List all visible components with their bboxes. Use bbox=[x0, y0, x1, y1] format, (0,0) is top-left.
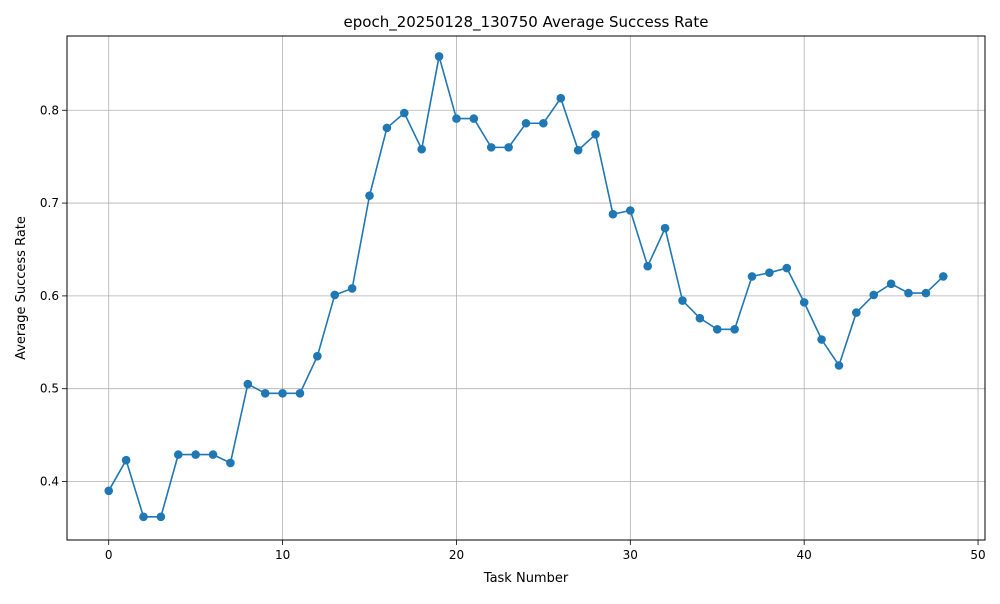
x-tick-label: 20 bbox=[449, 548, 464, 562]
data-point bbox=[765, 268, 774, 277]
data-point bbox=[243, 379, 253, 389]
y-tick-label: 0.4 bbox=[40, 475, 59, 489]
x-tick-label: 30 bbox=[623, 548, 638, 562]
data-series bbox=[104, 52, 948, 522]
data-point bbox=[208, 450, 218, 459]
data-point bbox=[434, 52, 444, 61]
y-tick-label: 0.6 bbox=[40, 289, 59, 303]
data-point bbox=[347, 284, 357, 293]
data-point bbox=[852, 308, 861, 317]
x-tick-label: 0 bbox=[105, 548, 113, 562]
data-point bbox=[834, 361, 844, 370]
data-point bbox=[486, 143, 496, 152]
chart-title: epoch_20250128_130750 Average Success Ra… bbox=[344, 13, 709, 32]
data-point bbox=[539, 118, 548, 128]
data-point bbox=[417, 144, 426, 154]
data-point bbox=[608, 209, 618, 219]
data-point bbox=[191, 450, 200, 459]
data-point bbox=[730, 325, 739, 334]
data-point bbox=[104, 486, 114, 496]
data-point bbox=[399, 108, 409, 118]
data-point bbox=[817, 335, 826, 344]
data-point bbox=[573, 145, 583, 155]
y-tick-label: 0.8 bbox=[40, 103, 59, 117]
data-point bbox=[921, 288, 931, 298]
data-point bbox=[260, 389, 270, 398]
data-point bbox=[660, 223, 670, 233]
data-point bbox=[295, 389, 305, 398]
data-point bbox=[904, 288, 913, 298]
data-point bbox=[869, 290, 879, 300]
x-tick-label: 10 bbox=[275, 548, 290, 562]
data-point bbox=[886, 279, 896, 289]
data-point bbox=[591, 130, 600, 139]
data-point bbox=[938, 272, 948, 281]
data-point bbox=[452, 114, 461, 123]
data-point bbox=[712, 325, 722, 334]
data-point bbox=[313, 351, 322, 361]
data-point bbox=[521, 118, 531, 128]
data-point bbox=[799, 298, 809, 307]
x-axis-label: Task Number bbox=[483, 571, 569, 586]
data-point bbox=[173, 450, 183, 459]
data-point bbox=[695, 313, 705, 323]
data-point bbox=[382, 123, 392, 133]
y-tick-label: 0.7 bbox=[40, 196, 59, 210]
axis-ticks: 0 10 20 30 40 50 0.4 0.5 0.6 0.7 0.8 bbox=[40, 103, 986, 562]
y-tick-label: 0.5 bbox=[40, 382, 59, 396]
data-point bbox=[469, 114, 479, 123]
x-tick-label: 40 bbox=[797, 548, 812, 562]
data-point bbox=[782, 263, 792, 273]
data-point bbox=[365, 191, 374, 200]
data-point bbox=[626, 206, 635, 215]
data-point bbox=[121, 455, 131, 465]
data-point bbox=[504, 143, 513, 152]
data-point bbox=[747, 272, 757, 281]
plot-frame bbox=[66, 35, 986, 541]
data-point bbox=[226, 458, 235, 468]
data-point bbox=[643, 261, 653, 271]
data-point bbox=[678, 296, 687, 305]
data-point bbox=[556, 93, 566, 103]
x-tick-label: 50 bbox=[970, 548, 985, 562]
data-point bbox=[139, 512, 148, 522]
data-point bbox=[330, 290, 340, 300]
data-point bbox=[278, 389, 287, 398]
y-axis-label: Average Success Rate bbox=[14, 216, 29, 360]
data-point bbox=[156, 512, 166, 522]
